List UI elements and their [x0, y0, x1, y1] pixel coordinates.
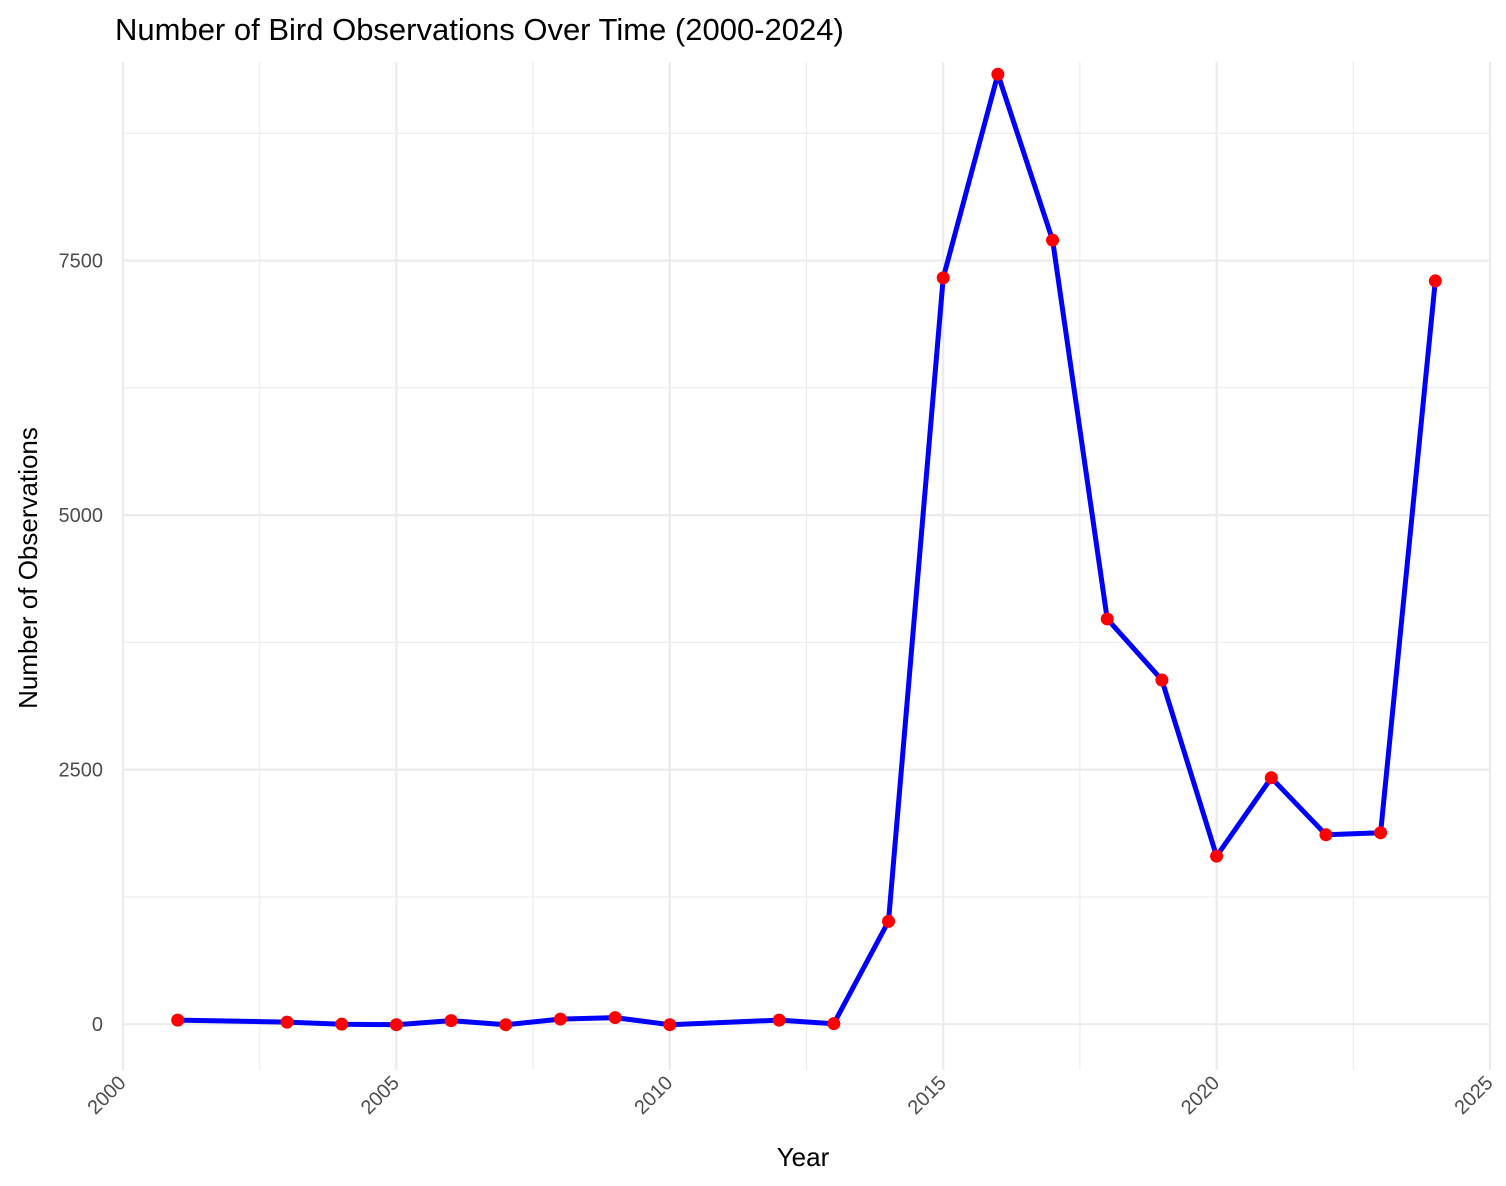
x-tick-label: 2025 — [1451, 1072, 1498, 1119]
x-tick-label: 2020 — [1177, 1072, 1224, 1119]
data-point — [1428, 274, 1442, 288]
data-points — [171, 67, 1442, 1032]
data-point — [335, 1017, 349, 1031]
data-point — [444, 1014, 458, 1028]
data-point — [499, 1018, 513, 1032]
data-point — [1210, 849, 1224, 863]
minor-gridlines — [123, 62, 1490, 1070]
data-point — [936, 271, 950, 285]
data-point — [991, 67, 1005, 81]
data-point — [827, 1017, 841, 1031]
x-tick-label: 2000 — [84, 1072, 131, 1119]
chart-title: Number of Bird Observations Over Time (2… — [115, 12, 844, 47]
data-point — [280, 1015, 294, 1029]
data-point — [882, 914, 896, 928]
y-tick-label: 5000 — [59, 505, 104, 527]
data-point — [663, 1018, 677, 1032]
data-point — [1100, 612, 1114, 626]
data-point — [1264, 771, 1278, 785]
data-point — [1319, 828, 1333, 842]
y-tick-label: 2500 — [59, 760, 104, 782]
data-point — [1046, 233, 1060, 247]
x-tick-label: 2005 — [357, 1072, 404, 1119]
data-point — [772, 1013, 786, 1027]
series-line — [175, 71, 1438, 1028]
y-axis-title: Number of Observations — [13, 427, 43, 709]
x-tick-label: 2010 — [630, 1072, 677, 1119]
data-point — [1155, 673, 1169, 687]
data-point — [1374, 826, 1388, 840]
x-tick-label: 2015 — [904, 1072, 951, 1119]
y-tick-labels: 0 2500 5000 7500 — [59, 251, 104, 1037]
y-tick-label: 0 — [92, 1014, 103, 1036]
data-point — [171, 1013, 185, 1027]
data-point — [389, 1018, 403, 1032]
y-tick-label: 7500 — [59, 251, 104, 273]
major-gridlines — [121, 62, 1492, 1070]
x-axis-title: Year — [777, 1142, 830, 1172]
x-tick-labels: 2000 2005 2010 2015 2020 2025 — [84, 1072, 1498, 1119]
data-point — [608, 1011, 622, 1025]
data-point — [553, 1012, 567, 1026]
